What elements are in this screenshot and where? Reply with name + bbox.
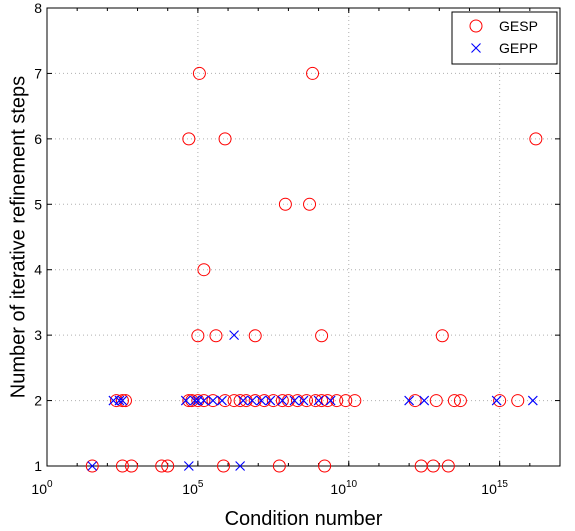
y-tick-label: 1 xyxy=(34,458,42,474)
y-tick-label: 7 xyxy=(34,65,42,81)
gepp-point xyxy=(404,395,415,406)
gepp-point xyxy=(527,395,538,406)
gesp-point xyxy=(435,329,449,343)
gepp-point xyxy=(87,461,98,471)
y-tick-label: 6 xyxy=(34,131,42,147)
legend-label-gepp: GEPP xyxy=(499,40,538,56)
x-axis-label: Condition number xyxy=(225,508,383,530)
gesp-point xyxy=(248,329,262,343)
y-tick-label: 8 xyxy=(34,0,42,16)
gepp-point xyxy=(117,395,128,406)
gepp-point xyxy=(256,395,267,406)
legend-marker-gesp xyxy=(469,19,483,33)
legend-label-gesp: GESP xyxy=(499,18,538,34)
gesp-point xyxy=(429,394,443,408)
gesp-point xyxy=(272,459,286,473)
gesp-point xyxy=(453,394,467,408)
gepp-point xyxy=(298,395,309,406)
data-points xyxy=(85,66,543,473)
gesp-point xyxy=(300,394,314,408)
gepp-point xyxy=(217,395,227,406)
gesp-point xyxy=(306,66,320,80)
gesp-point xyxy=(529,132,543,146)
gesp-point xyxy=(441,459,455,473)
x-tick-label: 1010 xyxy=(330,479,357,497)
gepp-point xyxy=(208,395,218,406)
gesp-point xyxy=(115,459,129,473)
gepp-point xyxy=(313,395,324,406)
gesp-point xyxy=(278,197,292,211)
y-tick-label: 5 xyxy=(34,196,42,212)
y-tick-label: 4 xyxy=(34,262,42,278)
gesp-point xyxy=(218,132,232,146)
grid-lines xyxy=(47,8,560,466)
legend: GESP GEPP xyxy=(451,11,558,65)
gepp-point xyxy=(277,395,288,406)
gepp-point xyxy=(183,461,194,471)
gesp-point xyxy=(197,263,211,277)
legend-marker-gepp xyxy=(471,43,481,53)
gesp-point xyxy=(182,132,196,146)
gesp-point xyxy=(321,394,335,408)
y-axis-label: Number of iterative refinement steps xyxy=(7,76,29,398)
gesp-point xyxy=(118,394,132,408)
gepp-point xyxy=(114,395,125,406)
gepp-point xyxy=(229,330,239,341)
gesp-point xyxy=(85,459,99,473)
gepp-point xyxy=(289,395,300,406)
legend-box xyxy=(451,11,558,65)
gesp-point xyxy=(275,394,289,408)
gesp-point xyxy=(115,394,129,408)
gepp-point xyxy=(180,395,191,406)
gesp-point xyxy=(315,329,329,343)
gesp-point xyxy=(191,329,205,343)
gesp-point xyxy=(218,394,232,408)
gepp-point xyxy=(238,395,249,406)
gepp-point xyxy=(491,395,502,406)
gesp-point xyxy=(124,459,138,473)
gepp-point xyxy=(265,395,276,406)
gesp-point xyxy=(192,66,206,80)
gesp-point xyxy=(303,197,317,211)
gepp-point xyxy=(189,395,200,406)
gesp-point xyxy=(217,459,231,473)
gesp-point xyxy=(339,394,353,408)
gepp-point xyxy=(325,395,336,406)
y-tick-label: 2 xyxy=(34,393,42,409)
gesp-point xyxy=(511,394,525,408)
x-tick-label: 100 xyxy=(31,479,53,497)
gepp-point xyxy=(419,395,430,406)
gesp-point xyxy=(426,459,440,473)
gesp-point xyxy=(493,394,507,408)
gepp-point xyxy=(235,461,246,471)
gesp-point xyxy=(266,394,280,408)
axis-ticks: 1 2 3 4 5 6 7 8 100 105 1010 1015 xyxy=(31,0,561,497)
gesp-point xyxy=(315,394,329,408)
x-tick-label: 105 xyxy=(182,479,204,497)
gesp-point xyxy=(348,394,362,408)
gesp-point xyxy=(209,329,223,343)
gesp-point xyxy=(161,459,175,473)
gesp-point xyxy=(318,459,332,473)
gesp-point xyxy=(155,459,169,473)
plot-area-frame xyxy=(46,7,561,467)
gesp-point xyxy=(233,394,247,408)
gesp-point xyxy=(447,394,461,408)
gepp-point xyxy=(199,395,209,406)
gepp-point xyxy=(247,395,258,406)
y-tick-label: 3 xyxy=(34,327,42,343)
x-tick-label: 1015 xyxy=(481,479,508,497)
